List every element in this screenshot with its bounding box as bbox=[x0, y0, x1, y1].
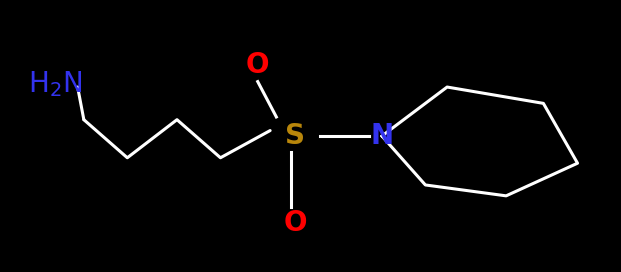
Text: $\mathsf{H_2N}$: $\mathsf{H_2N}$ bbox=[28, 69, 82, 99]
Text: N: N bbox=[370, 122, 394, 150]
Text: S: S bbox=[285, 122, 305, 150]
Text: O: O bbox=[283, 209, 307, 237]
Text: O: O bbox=[246, 51, 270, 79]
